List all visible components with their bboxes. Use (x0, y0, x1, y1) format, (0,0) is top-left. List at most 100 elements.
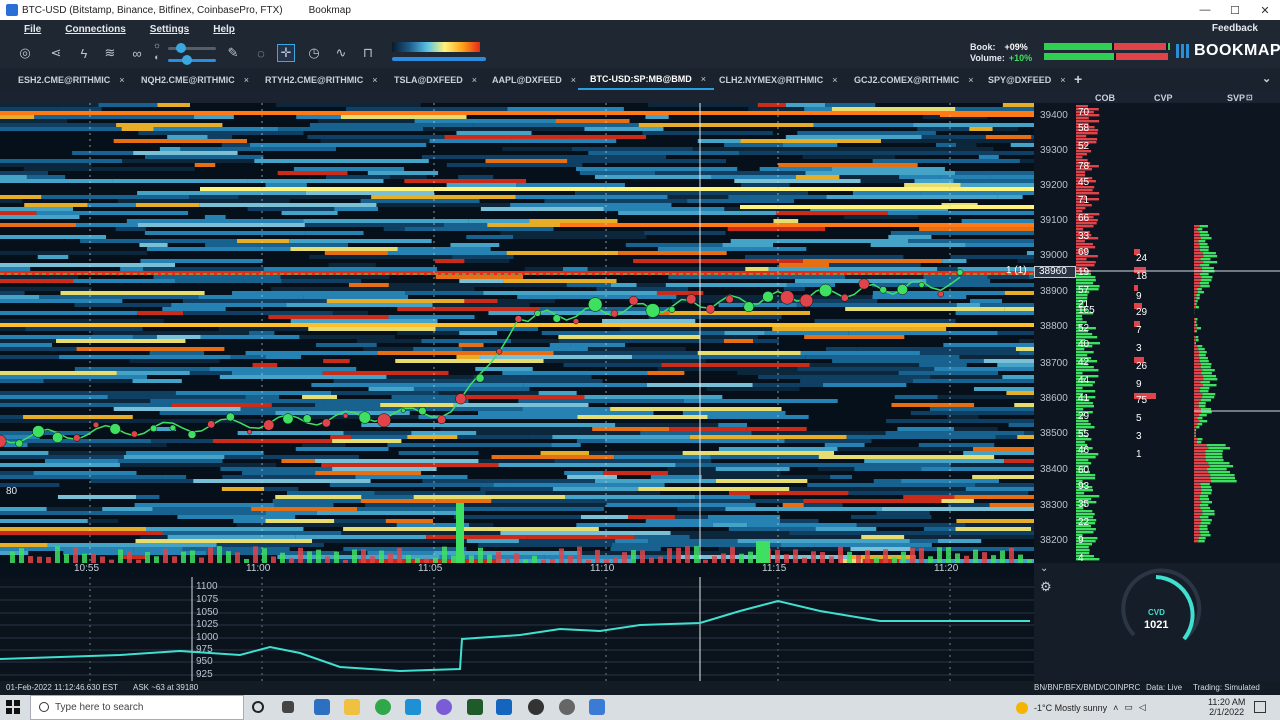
contrast-slider-knob[interactable] (182, 55, 192, 65)
tab-rtyh2[interactable]: RTYH2.CME@RITHMIC × (265, 74, 378, 85)
liquidity-band (219, 359, 324, 363)
liquidity-band (225, 307, 398, 311)
liquidity-band (467, 475, 568, 479)
bookmap-taskbar-icon[interactable] (496, 699, 512, 715)
chrome-profile-icon[interactable] (528, 699, 544, 715)
cvp-header[interactable]: CVP (1154, 93, 1173, 103)
taskbar-search-input[interactable]: Type here to search (30, 695, 244, 720)
brightness-slider-knob[interactable] (176, 43, 186, 53)
cortana-icon[interactable] (252, 701, 264, 713)
volume-bar (631, 550, 636, 563)
settings-gear-icon[interactable]: ⚙ (1040, 579, 1052, 594)
tab-clh2[interactable]: CLH2.NYMEX@RITHMIC × (719, 74, 838, 85)
liquidity-band (509, 259, 539, 263)
menu-help[interactable]: Help (213, 23, 235, 35)
tab-close-icon[interactable]: × (700, 73, 707, 84)
crosshair-target-icon[interactable]: ◎ (19, 45, 31, 60)
collapse-chevron-icon[interactable]: ⌄ (1040, 563, 1049, 574)
volume-icon[interactable]: ◁ (1138, 702, 1146, 712)
weather-icon[interactable] (1016, 701, 1028, 714)
svp-settings-icon[interactable]: ⊡ (1246, 93, 1253, 102)
indicators-icon[interactable]: ∿ (335, 45, 347, 60)
liquidity-band (433, 551, 581, 555)
cob-ask-bar (1076, 333, 1093, 336)
heatmap-color-gradient[interactable] (392, 42, 480, 52)
discord-icon[interactable] (436, 699, 452, 715)
volume-bar (514, 553, 519, 563)
liquidity-band (962, 423, 1009, 427)
liquidity-band (943, 343, 1034, 347)
network-icon[interactable]: ▭ (1124, 702, 1133, 712)
contrast-slider[interactable] (168, 59, 216, 62)
tray-chevron-icon[interactable]: ˄ (1113, 702, 1119, 713)
taskbar-clock[interactable]: 11:20 AM 2/1/2022 (1208, 697, 1246, 717)
menu-connections[interactable]: Connections (65, 23, 126, 35)
timer-icon[interactable]: ◷ (308, 45, 320, 60)
tab-close-icon[interactable]: × (119, 74, 125, 85)
order-marker[interactable]: 1 (1) (1006, 265, 1027, 276)
tab-gcj2[interactable]: GCJ2.COMEX@RITHMIC × (854, 74, 974, 85)
liquidity-band (618, 251, 727, 255)
tab-close-icon[interactable]: × (372, 74, 378, 85)
heatmap-canvas[interactable] (0, 103, 1034, 563)
cob-ask-bar (1076, 522, 1096, 525)
chat-icon[interactable]: ◌ (257, 45, 265, 61)
tab-close-icon[interactable]: × (471, 74, 478, 85)
cvd-panel[interactable]: 1100 1075 1050 1025 1000 975 950 925 (0, 577, 1034, 681)
tab-close-icon[interactable]: × (243, 74, 250, 85)
liquidity-band (483, 291, 657, 295)
liquidity-band (171, 303, 287, 307)
tab-close-icon[interactable]: × (570, 74, 577, 85)
tab-aapl[interactable]: AAPL@DXFEED × (492, 74, 577, 85)
tab-close-icon[interactable]: × (832, 74, 838, 85)
chrome-icon[interactable] (375, 699, 391, 715)
weather-text[interactable]: -1°C Mostly sunny (1034, 702, 1108, 713)
cob-ask-bar (1076, 312, 1094, 315)
svp-header[interactable]: SVP (1227, 93, 1246, 103)
heatmap-chart[interactable]: 80 (0, 103, 1034, 563)
obs-icon[interactable] (559, 699, 575, 715)
tab-close-icon[interactable]: × (1060, 74, 1066, 85)
liquidity-band (450, 243, 500, 247)
menu-settings[interactable]: Settings (149, 23, 190, 35)
minimize-button[interactable]: — (1199, 4, 1211, 16)
app-s-icon[interactable] (589, 699, 605, 715)
file-explorer-icon[interactable] (344, 699, 360, 715)
task-view-icon[interactable] (282, 701, 294, 713)
calculator-icon[interactable] (314, 699, 330, 715)
lightning-icon[interactable]: ϟ (80, 45, 88, 61)
volume-bar (901, 551, 906, 563)
trading-app-icon[interactable] (467, 699, 483, 715)
heatmap-range-slider[interactable] (392, 57, 486, 61)
link-icon[interactable]: ∞ (132, 45, 142, 61)
layers-icon[interactable]: ≋ (104, 45, 116, 60)
liquidity-band (497, 507, 604, 511)
liquidity-band (744, 403, 818, 407)
add-tab-button[interactable]: + (1074, 71, 1083, 87)
feedback-link[interactable]: Feedback (1211, 23, 1258, 34)
profile-panels[interactable]: 70 58 52 78 45 71 66 33 69 19 57 21 165 52 40 42 44 41 29 5… (1076, 103, 1280, 563)
tab-close-icon[interactable]: × (968, 74, 974, 85)
close-button[interactable]: ✕ (1260, 4, 1270, 17)
liquidity-band (1014, 403, 1034, 407)
notification-icon[interactable] (1254, 701, 1266, 713)
maximize-button[interactable]: ☐ (1230, 4, 1240, 17)
menu-file[interactable]: File (24, 23, 42, 35)
brightness-slider[interactable] (168, 47, 216, 50)
tab-tsla[interactable]: TSLA@DXFEED × (394, 74, 478, 85)
skype-icon[interactable] (405, 699, 421, 715)
lock-icon[interactable]: ⊓ (362, 45, 374, 60)
tabs-menu-chevron-icon[interactable]: ⌄ (1262, 73, 1272, 85)
crosshair-icon[interactable]: ✛ (277, 44, 295, 62)
tab-nqh2[interactable]: NQH2.CME@RITHMIC × (141, 74, 250, 85)
price-axis[interactable]: 39400 39300 39200 39100 39000 38900 3880… (1034, 103, 1076, 563)
tab-esh2[interactable]: ESH2.CME@RITHMIC × (18, 74, 125, 85)
liquidity-band (864, 443, 919, 447)
tab-spy[interactable]: SPY@DXFEED × (988, 74, 1066, 85)
cob-header[interactable]: COB (1095, 93, 1115, 103)
pencil-icon[interactable]: ✎ (227, 45, 239, 60)
share-icon[interactable]: ⋖ (50, 45, 62, 60)
tab-btc-usd[interactable]: BTC-USD:SP:MB@BMD × (578, 69, 715, 90)
cob-bid-bar (1076, 186, 1095, 189)
windows-start-icon[interactable] (6, 700, 20, 714)
